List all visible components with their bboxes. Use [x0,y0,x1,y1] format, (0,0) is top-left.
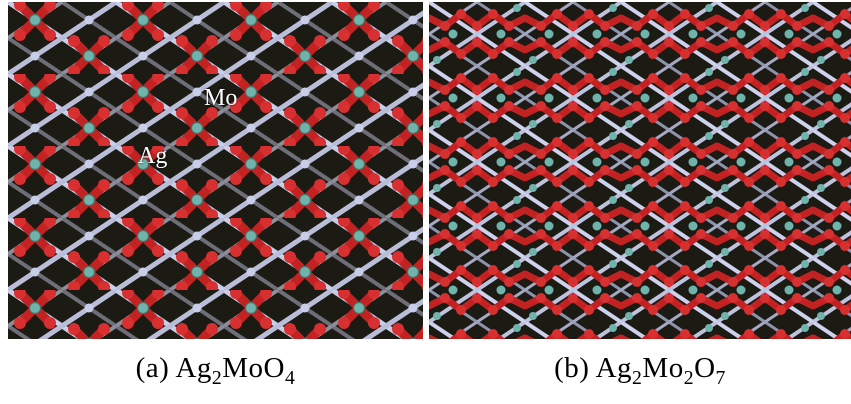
caption-a-text-1: (a) Ag [135,352,212,384]
caption-a: (a) Ag2MoO4 [8,352,423,390]
caption-b-text-2: Mo [642,352,684,384]
caption-a-sub-1: 2 [211,366,223,389]
caption-b-sub-3: 7 [715,366,726,389]
crystal-lattice-a [8,2,423,339]
panel-a-image: Mo Ag [8,2,423,339]
caption-a-sub-2: 4 [285,366,296,389]
caption-b-sub-2: 2 [683,366,695,389]
panel-b-image [429,2,851,339]
caption-b-sub-1: 2 [632,366,643,389]
caption-b: (b) Ag2Mo2O7 [429,352,851,390]
caption-b-text-3: O [694,352,716,384]
caption-b-text-1: (b) Ag [554,352,633,384]
ag-atom-label: Ag [138,143,168,169]
mo-atom-label: Mo [204,85,238,111]
caption-a-text-2: MoO [222,352,285,384]
crystal-lattice-b [429,2,851,339]
